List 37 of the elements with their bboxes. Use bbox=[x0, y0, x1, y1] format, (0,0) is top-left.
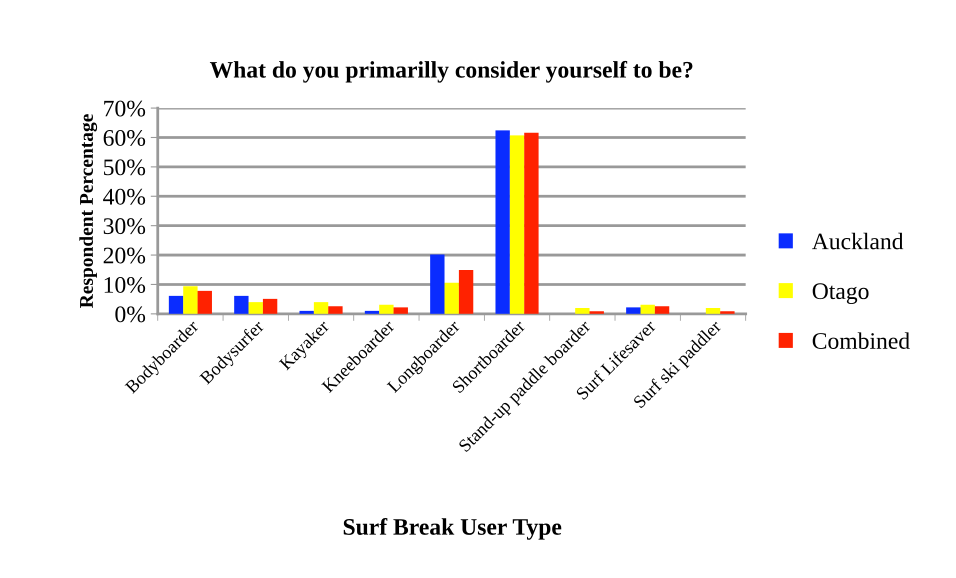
bar bbox=[444, 282, 459, 314]
bar bbox=[379, 304, 394, 314]
bar bbox=[458, 270, 474, 314]
legend-label: Otago bbox=[812, 283, 869, 304]
bar bbox=[328, 306, 343, 314]
bar bbox=[314, 302, 328, 314]
bar bbox=[248, 302, 263, 314]
bar bbox=[394, 307, 408, 314]
bar bbox=[626, 307, 641, 314]
legend-label: Auckland bbox=[812, 232, 904, 250]
y-axis-title: Respondent Percentage bbox=[79, 114, 98, 308]
x-axis-title: Surf Break User Type bbox=[344, 518, 562, 540]
bar bbox=[706, 308, 720, 314]
bar bbox=[495, 130, 510, 314]
y-tick-label: 40% bbox=[103, 188, 146, 205]
bar bbox=[720, 311, 735, 314]
bar bbox=[575, 308, 590, 314]
y-tick-label: 30% bbox=[104, 218, 146, 234]
y-tick-label: 50% bbox=[104, 159, 146, 176]
bar bbox=[430, 254, 445, 314]
bar bbox=[590, 311, 604, 314]
y-tick-label: 20% bbox=[104, 248, 146, 264]
bar bbox=[198, 290, 212, 314]
bar bbox=[234, 296, 249, 314]
y-tick-label: 60% bbox=[104, 130, 146, 146]
y-tick-label: 70% bbox=[104, 100, 146, 117]
y-tick-label: 10% bbox=[104, 276, 146, 293]
bar bbox=[524, 132, 539, 314]
chart-title: What do you primarilly consider yourself to be? bbox=[210, 60, 692, 83]
bar bbox=[510, 135, 524, 314]
bar bbox=[183, 286, 198, 314]
y-tick-label: 0% bbox=[115, 306, 146, 322]
bar bbox=[654, 306, 670, 314]
bar bbox=[168, 296, 184, 314]
bar bbox=[262, 298, 278, 314]
bar bbox=[640, 304, 655, 314]
legend-label: Combined bbox=[812, 332, 910, 349]
